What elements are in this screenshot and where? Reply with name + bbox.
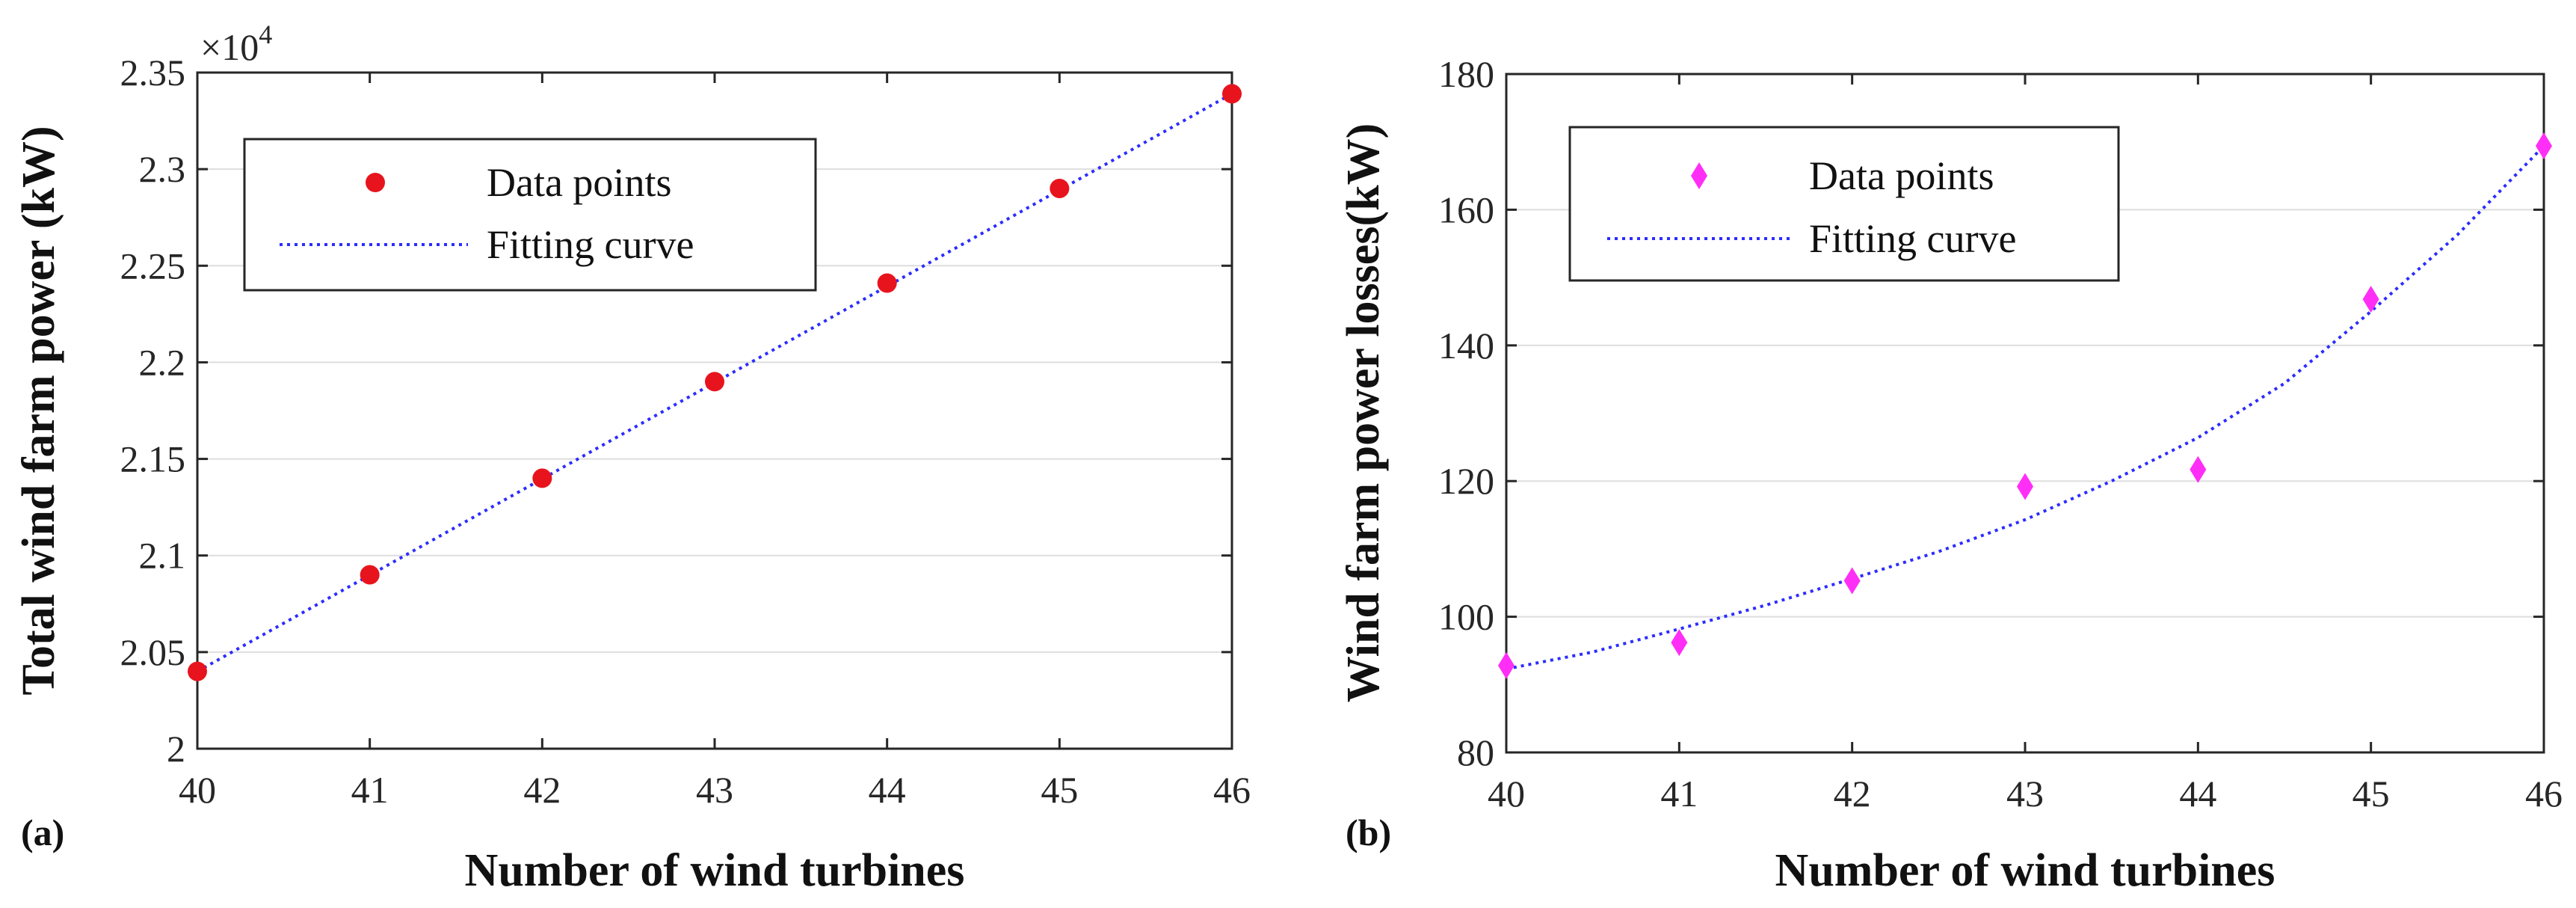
panel-a-y-tick-label: 2.1	[139, 535, 186, 577]
panel-b-data-point	[1498, 651, 1515, 679]
panel-a-x-tick-label: 46	[1213, 769, 1251, 811]
panel-b: 40 41 42 43 44 45 46 80 100 120 140 160 180 Wind fa…	[1338, 53, 2563, 896]
panel-a-y-tick-label: 2.05	[120, 631, 186, 673]
panel-b-data-point	[1843, 567, 1861, 595]
panel-a-x-tick-label: 45	[1041, 769, 1078, 811]
panel-b-legend-label-fitting-curve: Fitting curve	[1809, 216, 2016, 261]
panel-a-xlabel: Number of wind turbines	[465, 845, 965, 896]
panel-a-data-point	[705, 372, 724, 392]
panel-b-data-point	[2536, 132, 2552, 160]
panel-b-data-points	[1498, 132, 2552, 679]
panel-b-x-tick-label: 41	[1660, 773, 1698, 815]
panel-b-legend-marker-data-points	[1691, 162, 1707, 189]
panel-a-label: (a)	[21, 812, 64, 853]
panel-b-label: (b)	[1346, 812, 1391, 853]
panel-a-x-tick-label: 40	[179, 769, 216, 811]
panel-b-x-tick-label: 43	[2006, 773, 2044, 815]
panel-a-y-multiplier: ×104	[200, 19, 272, 68]
panel-b-x-tick-label: 44	[2179, 773, 2216, 815]
panel-a-y-tick-label: 2.3	[139, 148, 186, 190]
panel-a-x-ticks: 40 41 42 43 44 45 46	[179, 73, 1251, 811]
panel-b-x-tick-label: 46	[2525, 773, 2563, 815]
panel-a-y-ticks: 2 2.05 2.1 2.15 2.2 2.25 2.3 2.35	[120, 52, 1232, 770]
panel-b-x-tick-label: 42	[1834, 773, 1871, 815]
panel-a-y-tick-label: 2.2	[139, 341, 186, 383]
panel-b-legend-label-data-points: Data points	[1809, 153, 1994, 198]
panel-b-y-tick-label: 180	[1438, 53, 1494, 95]
panel-a-y-tick-label: 2.25	[120, 245, 186, 286]
panel-a-x-tick-label: 43	[696, 769, 733, 811]
panel-b-y-tick-label: 120	[1438, 460, 1494, 502]
panel-b-fitting-curve-group	[1506, 144, 2545, 671]
panel-a: 40 41 42 43 44 45 46 2 2.05 2.1 2.15 2.2 2.25 2.3 2.3…	[13, 19, 1251, 896]
panel-a-y-tick-label: 2	[167, 728, 185, 770]
panel-a-data-point	[1050, 178, 1070, 198]
panel-a-y-tick-label: 2.35	[120, 52, 186, 93]
panel-b-data-point	[2362, 286, 2379, 313]
panel-b-x-tick-label: 40	[1488, 773, 1525, 815]
panel-b-fitting-curve	[1506, 144, 2545, 671]
panel-a-data-point	[360, 565, 380, 585]
panel-a-legend: Data points Fitting curve	[243, 138, 817, 292]
panel-b-y-tick-label: 160	[1438, 188, 1494, 230]
panel-b-y-tick-label: 100	[1438, 596, 1494, 638]
panel-b-data-point	[2017, 473, 2033, 500]
panel-a-x-tick-label: 42	[523, 769, 561, 811]
panel-a-x-tick-label: 44	[869, 769, 906, 811]
panel-b-x-ticks: 40 41 42 43 44 45 46	[1488, 74, 2563, 815]
panel-a-legend-label-fitting-curve: Fitting curve	[487, 222, 694, 267]
panel-a-y-tick-label: 2.15	[120, 438, 186, 480]
panel-a-data-point	[1222, 84, 1242, 104]
panel-a-legend-box	[243, 138, 817, 292]
panel-b-xlabel: Number of wind turbines	[1775, 845, 2275, 896]
panel-b-ylabel: Wind farm power losses(kW)	[1338, 123, 1389, 702]
panel-b-y-tick-label: 140	[1438, 325, 1494, 366]
panel-a-data-point	[877, 273, 897, 293]
panel-a-data-point	[188, 661, 207, 681]
panel-b-legend-box	[1568, 126, 2120, 282]
panel-a-x-tick-label: 41	[351, 769, 389, 811]
panel-b-x-tick-label: 45	[2352, 773, 2390, 815]
panel-a-ylabel: Total wind farm power (kW)	[13, 126, 64, 695]
panel-b-y-ticks: 80 100 120 140 160 180	[1438, 53, 2544, 773]
panel-a-y-multiplier-exponent: 4	[259, 19, 272, 49]
panel-a-data-point	[532, 468, 552, 488]
panel-a-y-multiplier-base: ×10	[200, 26, 259, 68]
panel-a-legend-marker-data-points	[366, 173, 385, 192]
panel-a-legend-label-data-points: Data points	[487, 160, 671, 205]
panel-b-data-point	[1671, 629, 1688, 657]
panel-b-y-tick-label: 80	[1457, 731, 1494, 773]
panel-b-data-point	[2190, 455, 2207, 483]
panel-a-data-points	[188, 84, 1242, 681]
panel-b-legend: Data points Fitting curve	[1568, 126, 2120, 282]
